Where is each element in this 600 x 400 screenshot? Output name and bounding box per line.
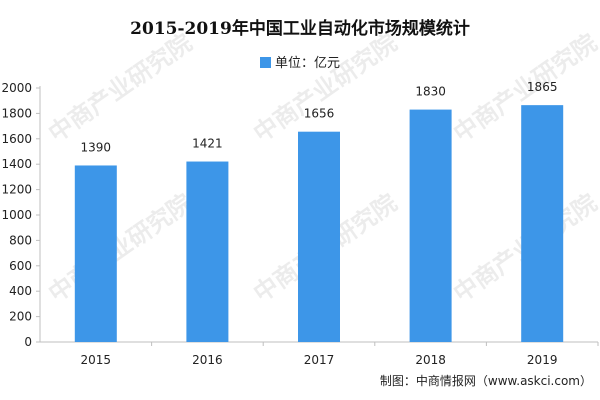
x-tick-label: 2016 xyxy=(192,353,223,367)
y-tick-label: 1000 xyxy=(1,208,32,222)
y-tick-label: 800 xyxy=(9,233,32,247)
data-label: 1421 xyxy=(192,137,223,151)
data-label: 1656 xyxy=(304,107,335,121)
y-tick-label: 1600 xyxy=(1,132,32,146)
bar xyxy=(521,105,564,343)
legend: 单位：亿元 xyxy=(0,52,600,71)
x-tick-label: 2017 xyxy=(304,353,335,367)
data-label: 1865 xyxy=(527,80,558,94)
bar xyxy=(74,165,117,342)
y-tick-label: 200 xyxy=(9,310,32,324)
data-label: 1830 xyxy=(415,85,446,99)
x-tick-label: 2015 xyxy=(81,353,112,367)
y-tick-label: 1400 xyxy=(1,157,32,171)
y-tick-label: 1200 xyxy=(1,183,32,197)
legend-label: 单位：亿元 xyxy=(274,56,340,71)
y-tick-label: 0 xyxy=(24,335,32,349)
y-tick-label: 2000 xyxy=(1,81,32,95)
data-label: 1390 xyxy=(81,140,112,154)
chart-title: 2015-2019年中国工业自动化市场规模统计 xyxy=(130,19,470,39)
bar xyxy=(409,109,452,342)
bar xyxy=(298,131,340,342)
x-tick-label: 2018 xyxy=(415,353,446,367)
x-tick-label: 2019 xyxy=(527,353,558,367)
legend-swatch xyxy=(259,57,271,68)
source-note: 制图：中商情报网（www.askci.com） xyxy=(379,374,592,388)
bar xyxy=(186,161,229,342)
y-tick-label: 600 xyxy=(9,259,32,273)
y-tick-label: 400 xyxy=(9,284,32,298)
y-tick-label: 1800 xyxy=(1,106,32,120)
